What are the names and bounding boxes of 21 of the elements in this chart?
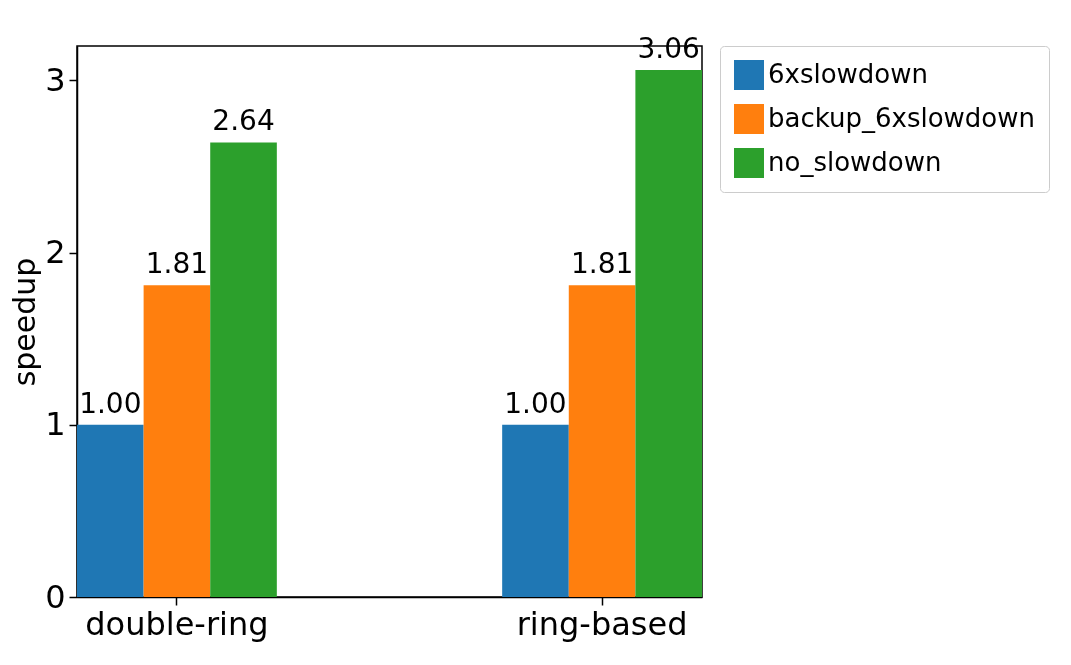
legend-label: backup_6xslowdown	[768, 103, 1035, 133]
y-tick-label: 3	[45, 60, 66, 99]
y-tick-label: 0	[45, 577, 66, 616]
bar	[635, 70, 702, 597]
y-tick-label: 2	[45, 233, 66, 272]
data-label: 2.64	[212, 104, 275, 138]
bar	[77, 424, 144, 597]
x-tick-label: double-ring	[85, 604, 269, 643]
bar	[502, 424, 569, 597]
y-tick-label: 1	[45, 405, 66, 444]
legend-label: 6xslowdown	[768, 59, 929, 89]
bar	[210, 142, 277, 597]
data-label: 1.00	[79, 386, 142, 420]
data-label: 1.81	[570, 247, 634, 281]
data-label: 1.81	[145, 247, 209, 281]
y-axis-title: speedup	[7, 257, 43, 387]
bar	[143, 285, 211, 597]
x-tick-label: ring-based	[516, 604, 688, 643]
bar	[568, 285, 636, 597]
legend-label: no_slowdown	[768, 147, 942, 177]
data-label: 1.00	[504, 386, 567, 420]
